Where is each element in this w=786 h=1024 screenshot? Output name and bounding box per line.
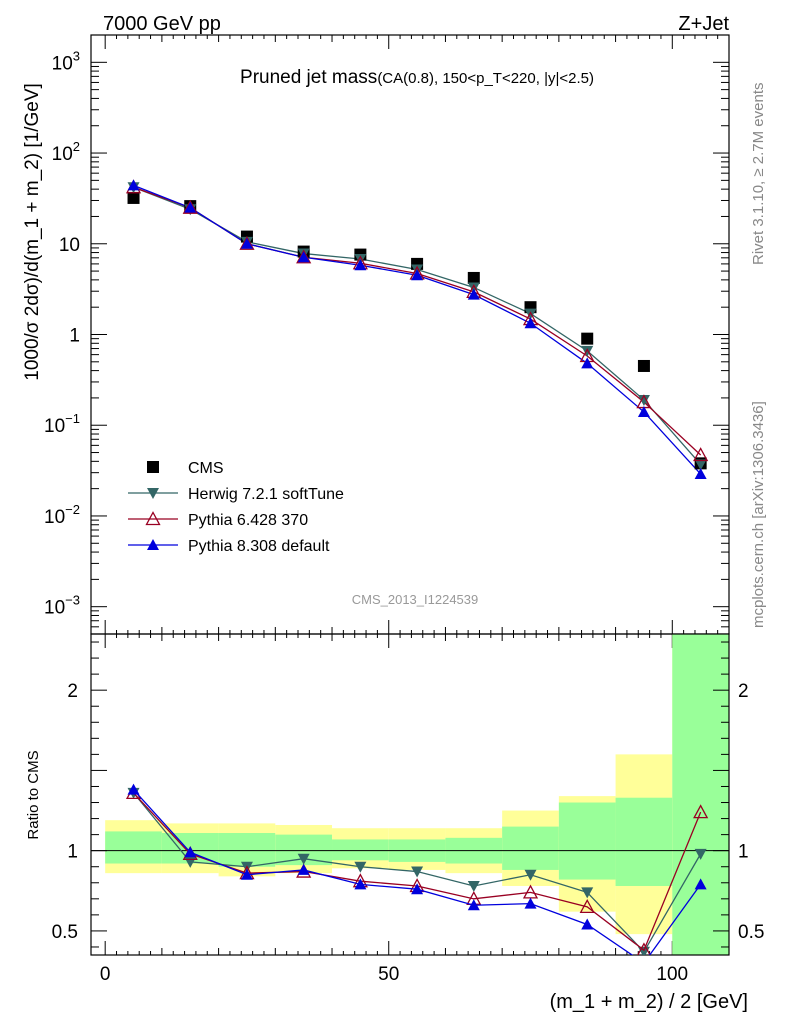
- uncertainty-band-inner: [218, 833, 276, 867]
- data-point: [694, 459, 707, 471]
- y-tick-label: 10−1: [44, 411, 80, 437]
- series-line-triangle-up: [133, 184, 702, 475]
- ratio-y-tick-label-right: 1: [738, 842, 749, 863]
- main-frame: [90, 34, 730, 635]
- ratio-point: [694, 848, 707, 860]
- ratio-point: [581, 887, 594, 899]
- chart-title: Pruned jet mass(CA(0.8), 150<p_T<220, |y…: [240, 67, 594, 88]
- series-line-triangle-up-open: [133, 186, 702, 456]
- ratio-point: [524, 897, 537, 909]
- y-tick-label: 10−2: [44, 502, 80, 528]
- ratio-point: [579, 898, 595, 913]
- main-y-axis-label: 1000/σ 2dσ)/d(m_1 + m_2) [1/GeV]: [22, 83, 43, 381]
- y-tick-label: 1: [69, 326, 80, 347]
- legend-label: CMS: [188, 460, 224, 477]
- data-point: [637, 405, 650, 417]
- legend-marker: [147, 488, 159, 499]
- ratio-point: [638, 957, 650, 968]
- ratio-frame: [90, 633, 730, 956]
- ratio-point: [581, 918, 594, 930]
- uncertainty-band-inner: [558, 802, 616, 880]
- uncertainty-band-inner: [615, 797, 673, 886]
- x-tick-label: 0: [100, 964, 111, 985]
- data-point: [127, 179, 140, 191]
- beam-label: 7000 GeV pp: [103, 13, 221, 35]
- legend-label: Pythia 6.428 370: [188, 512, 308, 529]
- ratio-point: [127, 783, 140, 795]
- ratio-point: [411, 866, 424, 878]
- ratio-point: [411, 883, 424, 895]
- data-point: [467, 288, 480, 300]
- main-plot: 10−3 10−2 10−1 1 10 102 103: [44, 34, 730, 955]
- y-tick-label: 102: [52, 139, 80, 165]
- x-tick-label: 50: [378, 964, 399, 985]
- uncertainty-band-inner: [332, 839, 389, 861]
- data-point: [524, 317, 537, 329]
- y-tick-label: 10: [59, 235, 80, 256]
- data-point: [182, 199, 198, 214]
- data-point: [581, 357, 594, 369]
- data-point: [637, 394, 650, 406]
- data-point: [581, 332, 594, 345]
- data-point: [467, 282, 480, 294]
- data-point: [354, 259, 367, 271]
- legend-marker: [147, 539, 159, 550]
- uncertainty-band-inner: [672, 634, 729, 955]
- chart-title-sub: (CA(0.8), 150<p_T<220, |y|<2.5): [377, 70, 594, 87]
- ratio-point: [184, 846, 197, 858]
- legend-marker: [145, 511, 161, 526]
- data-point: [411, 269, 424, 281]
- ratio-y-tick-label: 1: [67, 842, 78, 863]
- ratio-point: [354, 861, 367, 873]
- ratio-point: [637, 942, 651, 955]
- ratio-y-tick-label: 2: [67, 681, 78, 702]
- ratio-point: [297, 863, 310, 875]
- data-point: [239, 235, 255, 250]
- data-point: [297, 251, 310, 263]
- y-tick-label: 103: [52, 48, 80, 74]
- data-point: [637, 359, 650, 372]
- legend: CMS Herwig 7.2.1 softTune Pythia 6.428 370…: [128, 460, 344, 555]
- process-label: Z+Jet: [678, 13, 729, 35]
- y-tick-label: 10−3: [44, 593, 80, 619]
- ratio-y-tick-label-right: 0.5: [738, 922, 764, 943]
- ratio-y-tick-label-right: 2: [738, 681, 749, 702]
- uncertainty-band-inner: [105, 831, 162, 864]
- data-point: [184, 201, 197, 213]
- data-point: [524, 308, 537, 320]
- data-point: [467, 271, 480, 284]
- chart-title-main: Pruned jet mass: [240, 67, 377, 88]
- rivet-label: Rivet 3.1.10, ≥ 2.7M events: [750, 83, 767, 266]
- mcplots-label: mcplots.cern.ch [arXiv:1306.3436]: [750, 401, 767, 628]
- ratio-point: [354, 878, 367, 890]
- ratio-y-axis-label: Ratio to CMS: [25, 750, 42, 839]
- series-line-triangle-down: [133, 186, 702, 465]
- ratio-point: [467, 899, 480, 911]
- legend-label: Pythia 8.308 default: [188, 538, 330, 555]
- ratio-point: [297, 853, 310, 865]
- ratio-point: [467, 880, 480, 892]
- data-point: [693, 447, 709, 462]
- legend-marker: [147, 461, 159, 473]
- ratio-point: [694, 878, 707, 890]
- ratio-y-tick-label: 0.5: [52, 922, 78, 943]
- ratio-point: [240, 868, 253, 880]
- data-point: [296, 249, 312, 264]
- ratio-plot: 0 50 100 0.5 0.5 1 1 2 2: [52, 633, 764, 985]
- legend-label: Herwig 7.2.1 softTune: [188, 486, 344, 503]
- ratio-point: [693, 804, 709, 819]
- ratio-point: [524, 869, 537, 881]
- x-tick-label: 100: [656, 964, 688, 985]
- data-point: [581, 345, 594, 357]
- data-point: [240, 237, 253, 249]
- uncertainty-band-inner: [502, 826, 559, 870]
- x-axis-label: (m_1 + m_2) / 2 [GeV]: [550, 991, 748, 1013]
- data-point: [127, 191, 140, 204]
- data-point: [694, 468, 707, 480]
- analysis-id: CMS_2013_I1224539: [352, 592, 479, 607]
- ratio-series-group: [125, 783, 709, 968]
